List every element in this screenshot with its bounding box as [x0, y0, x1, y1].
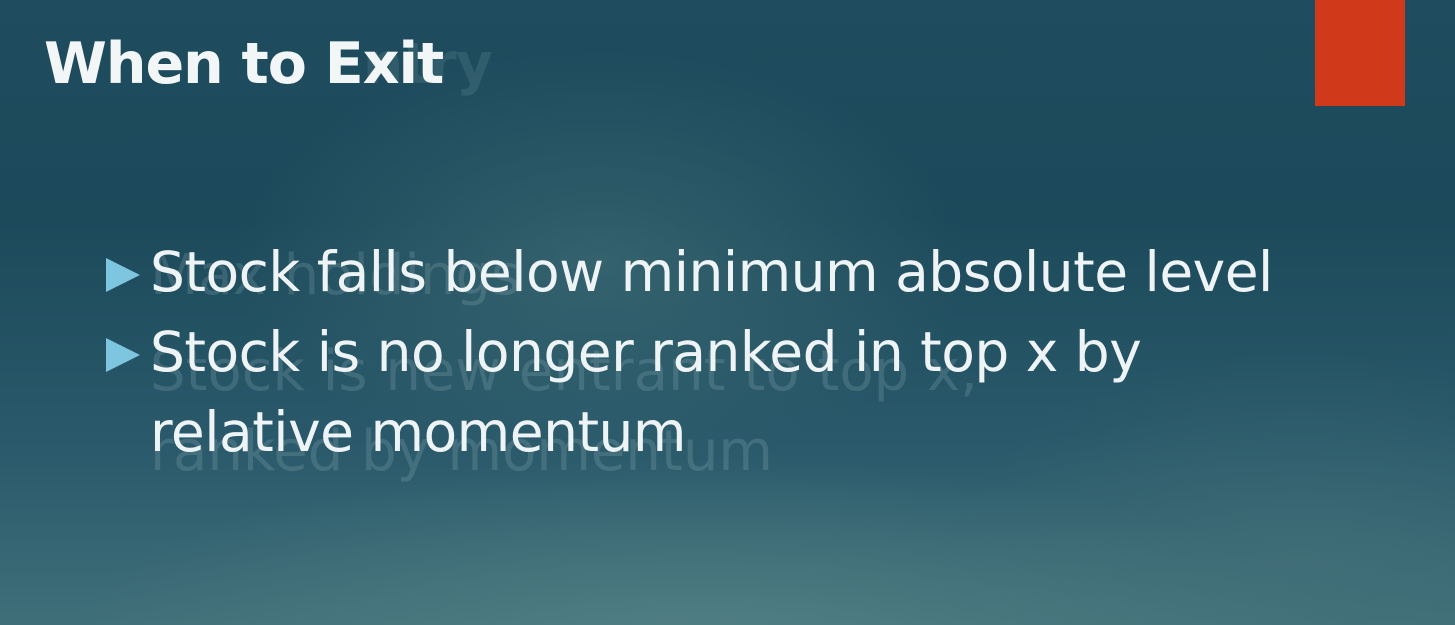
accent-block	[1315, 0, 1405, 106]
bullet-triangle-icon	[106, 258, 140, 292]
bullet-item: Stock falls below minimum absolute level	[104, 232, 1304, 312]
bullet-text: Stock falls below minimum absolute level	[150, 240, 1273, 304]
bullet-list: Stock falls below minimum absolute level…	[104, 232, 1304, 472]
bullet-triangle-icon	[106, 338, 140, 372]
bullet-item: Stock is no longer ranked in top x by re…	[104, 312, 1304, 472]
slide-title: When to Exit	[44, 31, 444, 97]
bullet-text: Stock is no longer ranked in top x by re…	[150, 320, 1142, 464]
